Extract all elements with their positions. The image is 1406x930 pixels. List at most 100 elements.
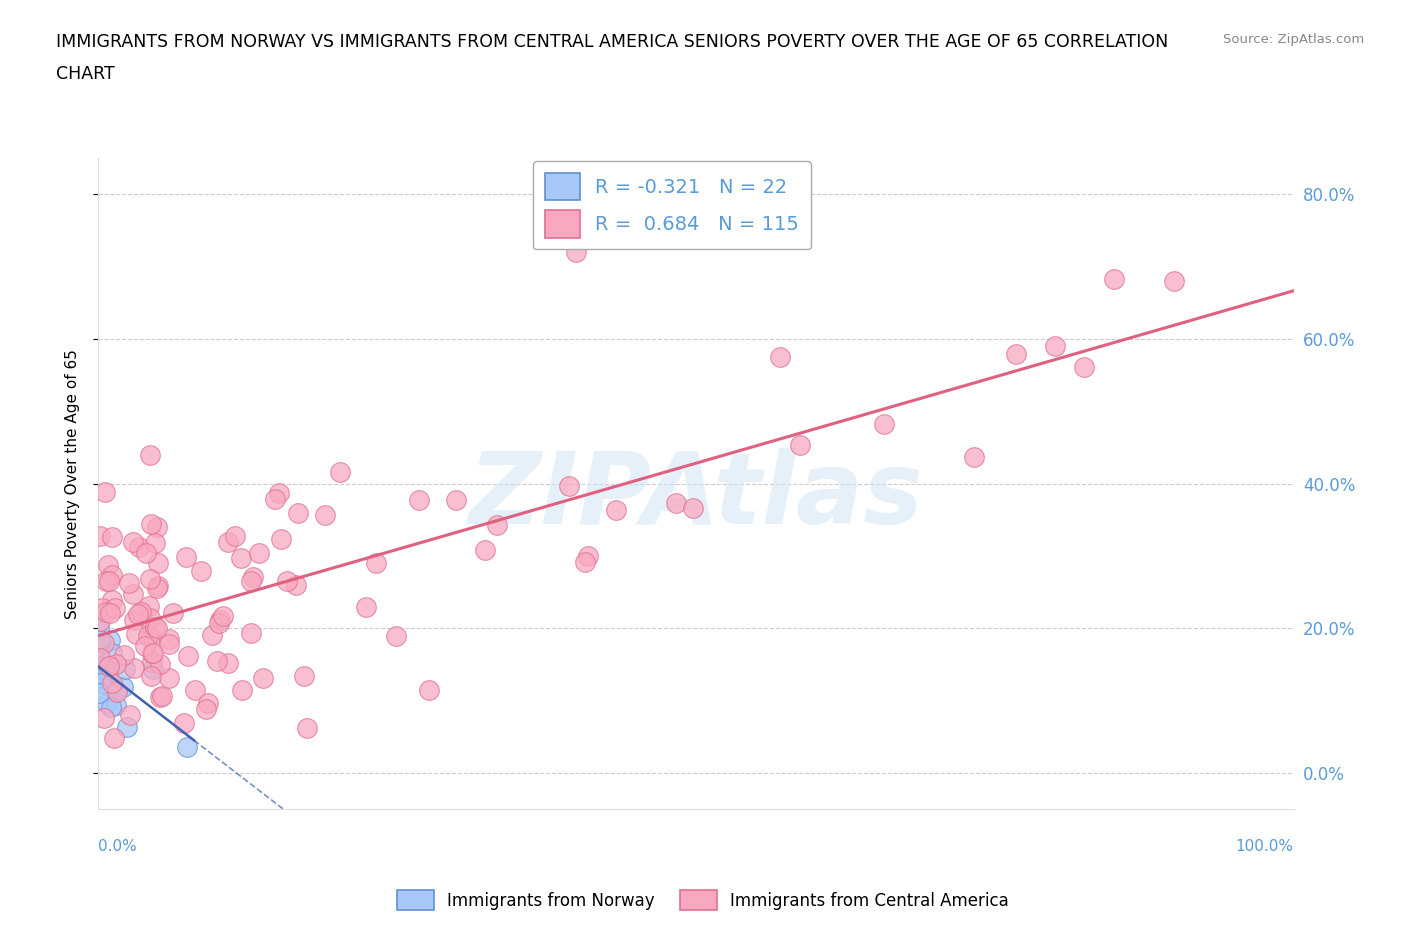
Point [1163, 273, 1185, 288]
Point [89, 620, 111, 635]
Point [146, 578, 169, 593]
Point [1102, 272, 1125, 286]
Point [107, 684, 129, 699]
Point [100, 700, 122, 715]
Point [97, 666, 120, 681]
Point [111, 680, 134, 695]
Point [474, 542, 496, 557]
Point [574, 554, 596, 569]
Point [239, 574, 262, 589]
Point [127, 606, 149, 621]
Point [486, 517, 509, 532]
Point [90, 671, 112, 685]
Point [768, 350, 790, 365]
Point [139, 669, 162, 684]
Point [104, 684, 127, 698]
Point [89, 651, 111, 666]
Point [205, 653, 228, 668]
Point [89, 614, 111, 629]
Point [148, 690, 170, 705]
Point [873, 417, 896, 432]
Point [183, 683, 205, 698]
Point [101, 675, 124, 690]
Text: 0.0%: 0.0% [98, 839, 138, 854]
Point [101, 529, 124, 544]
Point [354, 600, 377, 615]
Point [208, 616, 231, 631]
Point [87, 686, 110, 701]
Point [270, 531, 292, 546]
Point [292, 668, 315, 683]
Point [93, 671, 115, 686]
Text: 100.0%: 100.0% [1236, 839, 1294, 854]
Point [118, 575, 141, 590]
Point [385, 629, 408, 644]
Point [558, 479, 581, 494]
Legend: Immigrants from Norway, Immigrants from Central America: Immigrants from Norway, Immigrants from … [391, 884, 1015, 917]
Point [105, 698, 128, 713]
Text: Source: ZipAtlas.com: Source: ZipAtlas.com [1223, 33, 1364, 46]
Point [263, 491, 285, 506]
Point [146, 520, 169, 535]
Point [276, 574, 298, 589]
Point [150, 689, 173, 704]
Point [93, 636, 115, 651]
Point [173, 715, 195, 730]
Point [267, 485, 290, 500]
Point [789, 438, 811, 453]
Point [408, 493, 430, 508]
Point [138, 448, 160, 463]
Point [101, 592, 124, 607]
Point [96, 574, 118, 589]
Point [157, 631, 180, 646]
Point [285, 578, 308, 592]
Legend: R = -0.321   N = 22, R =  0.684   N = 115: R = -0.321 N = 22, R = 0.684 N = 115 [533, 161, 811, 249]
Point [97, 659, 120, 674]
Point [89, 651, 111, 666]
Point [174, 550, 197, 565]
Point [138, 571, 160, 586]
Point [101, 568, 124, 583]
Point [114, 661, 136, 676]
Point [217, 535, 239, 550]
Point [146, 580, 169, 595]
Text: IMMIGRANTS FROM NORWAY VS IMMIGRANTS FROM CENTRAL AMERICA SENIORS POVERTY OVER T: IMMIGRANTS FROM NORWAY VS IMMIGRANTS FRO… [56, 33, 1168, 50]
Point [98, 632, 121, 647]
Point [1073, 360, 1095, 375]
Point [162, 605, 184, 620]
Point [176, 739, 198, 754]
Point [128, 539, 150, 554]
Point [125, 627, 148, 642]
Point [1004, 347, 1026, 362]
Point [565, 245, 588, 259]
Point [129, 604, 152, 619]
Point [194, 701, 217, 716]
Point [157, 671, 180, 685]
Point [252, 671, 274, 685]
Point [446, 492, 468, 507]
Point [89, 632, 111, 647]
Point [139, 629, 162, 644]
Point [197, 696, 219, 711]
Point [94, 661, 117, 676]
Point [103, 731, 125, 746]
Point [665, 496, 688, 511]
Point [138, 611, 160, 626]
Point [190, 564, 212, 578]
Point [229, 551, 252, 565]
Point [112, 647, 135, 662]
Point [93, 711, 115, 725]
Point [96, 696, 118, 711]
Point [122, 613, 145, 628]
Text: ZIPAtlas: ZIPAtlas [468, 448, 924, 545]
Point [208, 613, 231, 628]
Point [141, 655, 163, 670]
Point [231, 683, 253, 698]
Point [94, 485, 117, 499]
Point [98, 605, 121, 620]
Point [145, 620, 167, 635]
Point [201, 627, 224, 642]
Point [364, 555, 387, 570]
Point [138, 599, 160, 614]
Point [295, 720, 318, 735]
